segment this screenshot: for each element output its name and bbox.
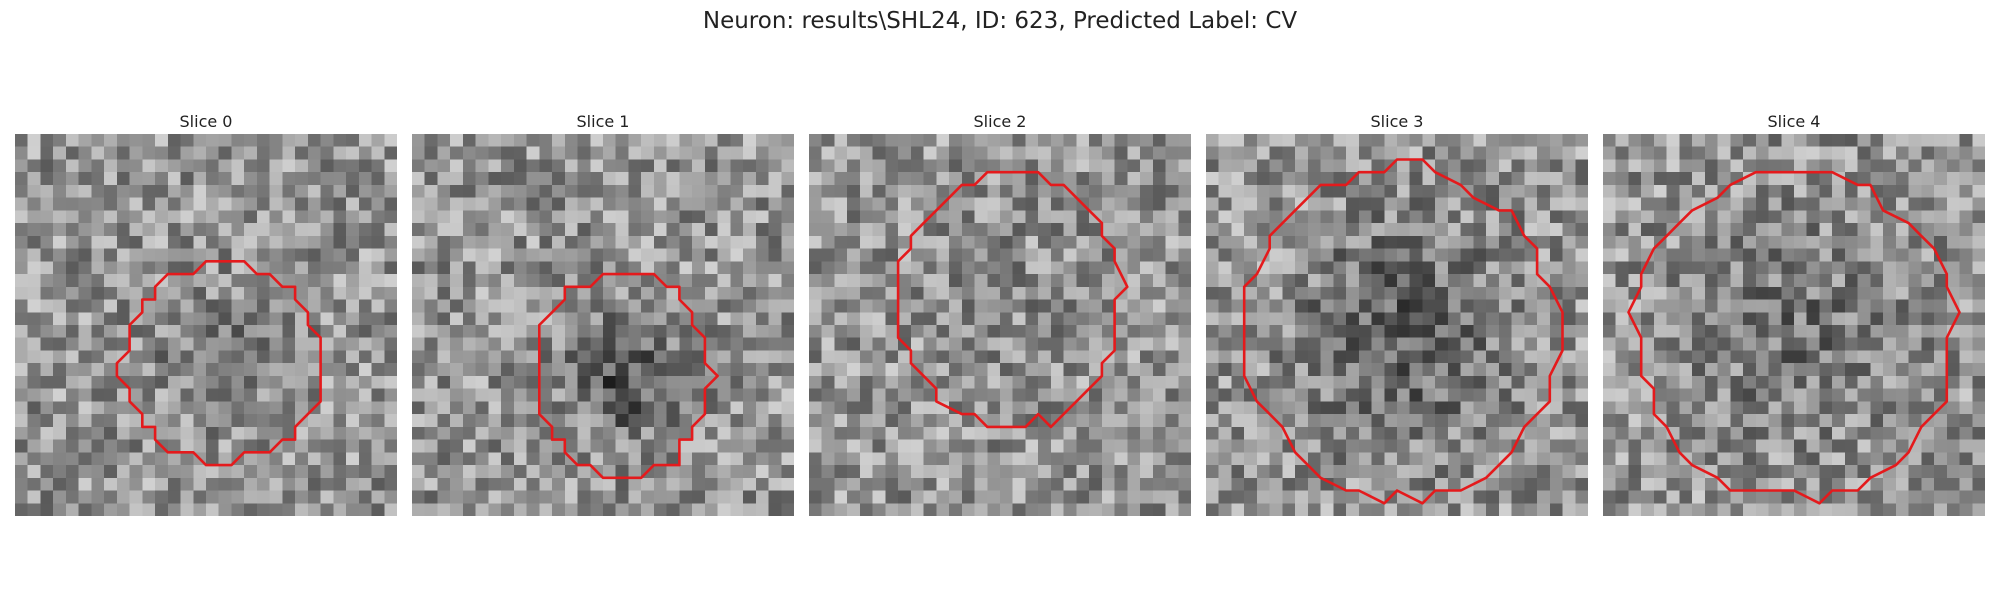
slice-image [15,134,397,516]
roi-contour [115,260,322,467]
roi-outline [115,260,322,467]
roi-outline [1627,170,1961,505]
slice-image [1603,134,1985,516]
slice-image [1206,134,1588,516]
figure-title: Neuron: results\SHL24, ID: 623, Predicte… [702,8,1298,34]
slice-title: Slice 1 [576,112,630,131]
roi-contour [1627,170,1961,505]
roi-contour [538,272,719,480]
roi-contour [1242,158,1564,505]
slice-panel-4: Slice 4 [1603,110,1985,516]
slice-title: Slice 2 [973,112,1027,131]
slice-title: Slice 0 [179,112,233,131]
slice-title: Slice 3 [1370,112,1424,131]
slice-panel-1: Slice 1 [412,110,794,516]
slice-image [809,134,1191,516]
slice-panel-0: Slice 0 [15,110,397,516]
roi-outline [896,170,1129,429]
roi-contour [896,170,1129,429]
slice-image [412,134,794,516]
slice-title: Slice 4 [1767,112,1821,131]
roi-outline [1242,158,1564,505]
roi-outline [538,272,719,480]
slice-panel-2: Slice 2 [809,110,1191,516]
slice-panel-3: Slice 3 [1206,110,1588,516]
